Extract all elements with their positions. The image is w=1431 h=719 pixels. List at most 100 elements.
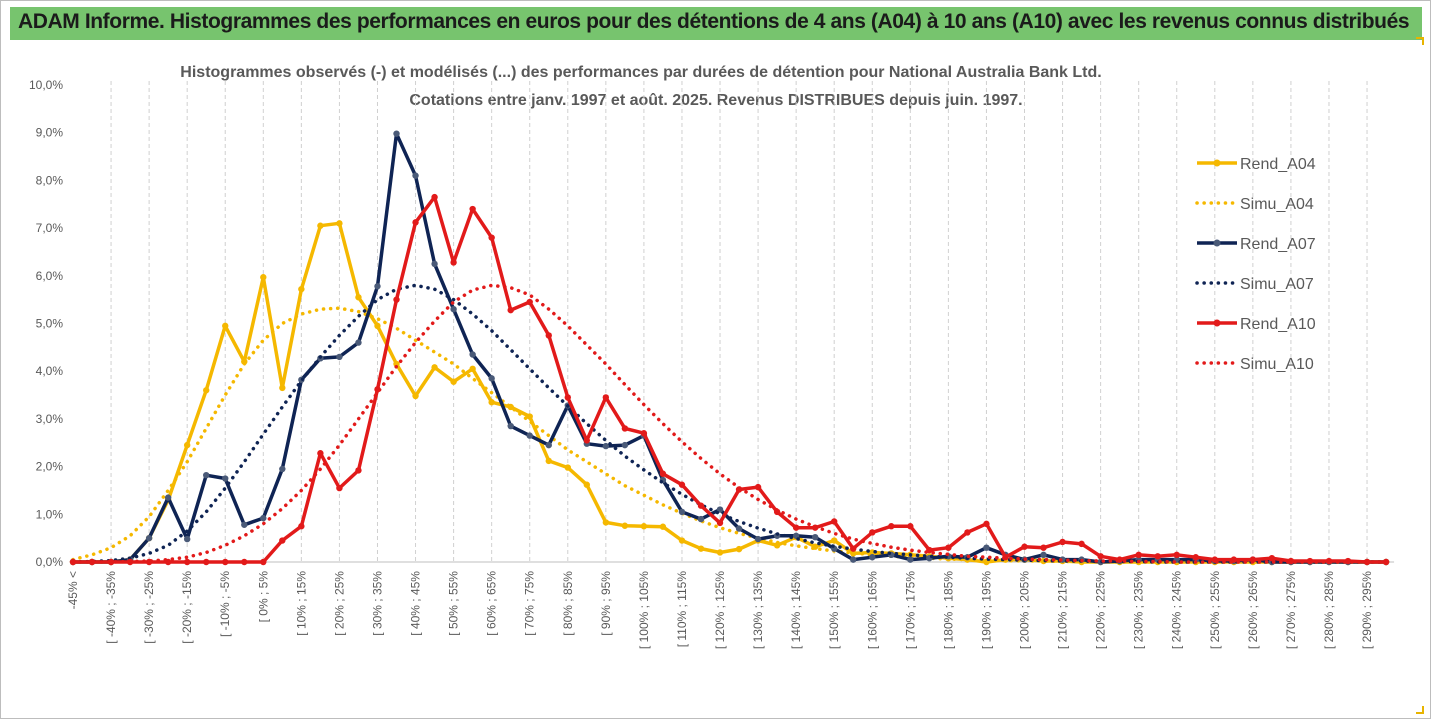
data-point-rend-a10 xyxy=(1382,558,1390,566)
data-point-rend-a10 xyxy=(1078,540,1085,548)
legend-label-simu-a10: Simu_A10 xyxy=(1240,356,1314,373)
data-point-rend-a04 xyxy=(222,322,229,330)
x-tick-label: [ -20% ; -15% xyxy=(180,571,194,644)
data-point-rend-a07 xyxy=(431,260,438,268)
data-point-rend-a10 xyxy=(888,523,895,530)
data-point-rend-a04 xyxy=(183,441,191,449)
y-tick-label: 4,0% xyxy=(36,364,64,378)
data-point-rend-a10 xyxy=(203,558,210,566)
data-point-rend-a07 xyxy=(621,441,629,449)
data-point-rend-a10 xyxy=(1173,551,1180,559)
data-point-rend-a10 xyxy=(526,298,533,306)
data-point-rend-a04 xyxy=(735,545,743,553)
x-tick-label: [ 160% ; 165% xyxy=(865,571,879,649)
x-tick-label: [ 0% ; 5% xyxy=(256,571,270,623)
data-point-rend-a07 xyxy=(811,533,819,541)
legend-label-simu-a07: Simu_A07 xyxy=(1240,276,1314,293)
data-point-rend-a04 xyxy=(678,537,686,544)
legend-label-simu-a04: Simu_A04 xyxy=(1240,196,1314,213)
series-line-simu-a10 xyxy=(71,283,1388,564)
data-point-rend-a10 xyxy=(907,523,914,530)
data-point-rend-a04 xyxy=(526,413,533,420)
data-point-rend-a07 xyxy=(450,305,457,313)
y-tick-label: 9,0% xyxy=(36,126,64,140)
y-tick-label: 6,0% xyxy=(36,269,64,283)
x-tick-label: [ 270% ; 275% xyxy=(1284,571,1298,649)
data-point-rend-a07 xyxy=(697,515,705,523)
data-point-rend-a10 xyxy=(697,502,705,509)
data-point-rend-a07 xyxy=(203,471,210,479)
data-point-rend-a10 xyxy=(241,558,248,566)
data-point-rend-a04 xyxy=(298,285,305,293)
data-point-rend-a07 xyxy=(507,422,514,430)
data-point-rend-a10 xyxy=(983,520,990,528)
legend-marker-rend-a04 xyxy=(1213,159,1221,167)
data-point-rend-a10 xyxy=(107,558,115,566)
x-tick-label: [ 10% ; 15% xyxy=(294,571,308,636)
data-point-rend-a10 xyxy=(583,437,591,444)
data-point-rend-a07 xyxy=(488,375,495,382)
chart-title: Histogrammes observés (-) et modélisés (… xyxy=(180,64,1101,81)
series-line-rend-a04 xyxy=(73,221,1387,564)
data-point-rend-a10 xyxy=(298,523,305,530)
report-title: ADAM Informe. Histogrammes des performan… xyxy=(18,10,1410,33)
selection-handle-bottom-right[interactable] xyxy=(1416,706,1424,714)
data-point-rend-a10 xyxy=(450,259,457,266)
data-point-rend-a07 xyxy=(754,535,762,543)
data-point-rend-a07 xyxy=(735,525,743,532)
data-point-rend-a10 xyxy=(1268,554,1276,562)
data-point-rend-a10 xyxy=(754,483,762,491)
data-point-rend-a07 xyxy=(716,506,724,513)
x-tick-label: [ 110% ; 115% xyxy=(675,571,689,648)
data-point-rend-a04 xyxy=(621,522,629,529)
data-point-rend-a04 xyxy=(564,464,571,471)
data-point-rend-a10 xyxy=(279,537,286,544)
data-point-rend-a10 xyxy=(640,430,648,437)
y-tick-label: 7,0% xyxy=(36,221,64,235)
y-tick-label: 1,0% xyxy=(36,507,64,521)
legend-label-rend-a07: Rend_A07 xyxy=(1240,236,1316,253)
data-point-rend-a07 xyxy=(393,130,400,137)
y-tick-label: 10,0% xyxy=(29,78,63,92)
data-point-rend-a10 xyxy=(1059,538,1066,546)
data-point-rend-a10 xyxy=(1154,553,1161,560)
x-tick-label: [ 60% ; 65% xyxy=(485,571,499,636)
data-point-rend-a10 xyxy=(869,529,876,536)
x-tick-label: [ 250% ; 255% xyxy=(1208,571,1222,649)
data-point-rend-a07 xyxy=(1040,551,1047,559)
x-tick-label: [ 260% ; 265% xyxy=(1246,571,1260,649)
y-tick-label: 5,0% xyxy=(36,317,64,331)
data-point-rend-a07 xyxy=(260,514,267,522)
data-point-rend-a04 xyxy=(431,364,438,371)
data-point-rend-a07 xyxy=(412,172,419,179)
data-point-rend-a07 xyxy=(469,351,476,358)
data-point-rend-a10 xyxy=(564,394,571,401)
y-tick-label: 0,0% xyxy=(36,555,64,569)
x-tick-label: [ 290% ; 295% xyxy=(1360,571,1374,649)
data-point-rend-a10 xyxy=(831,518,838,525)
data-point-rend-a10 xyxy=(260,558,267,566)
x-tick-label: [ 40% ; 45% xyxy=(409,571,423,636)
x-tick-label: [ 170% ; 175% xyxy=(903,571,917,649)
data-point-rend-a07 xyxy=(545,441,552,449)
data-point-rend-a07 xyxy=(183,535,191,543)
selection-handle-top-right[interactable] xyxy=(1416,37,1424,45)
x-tick-label: [ 150% ; 155% xyxy=(827,571,841,649)
data-point-rend-a07 xyxy=(983,544,990,551)
data-point-rend-a10 xyxy=(1021,543,1028,550)
data-point-rend-a07 xyxy=(145,534,153,542)
data-point-rend-a04 xyxy=(317,222,324,229)
data-point-rend-a04 xyxy=(450,378,457,385)
data-point-rend-a10 xyxy=(355,467,362,474)
data-point-rend-a10 xyxy=(1135,551,1142,559)
data-point-rend-a10 xyxy=(507,306,514,314)
data-point-rend-a10 xyxy=(678,481,686,488)
series-line-rend-a07 xyxy=(73,131,1387,564)
data-point-rend-a04 xyxy=(203,387,210,394)
data-point-rend-a04 xyxy=(602,519,610,526)
data-point-rend-a07 xyxy=(164,494,172,501)
data-point-rend-a07 xyxy=(355,339,362,346)
data-point-rend-a04 xyxy=(545,457,552,465)
